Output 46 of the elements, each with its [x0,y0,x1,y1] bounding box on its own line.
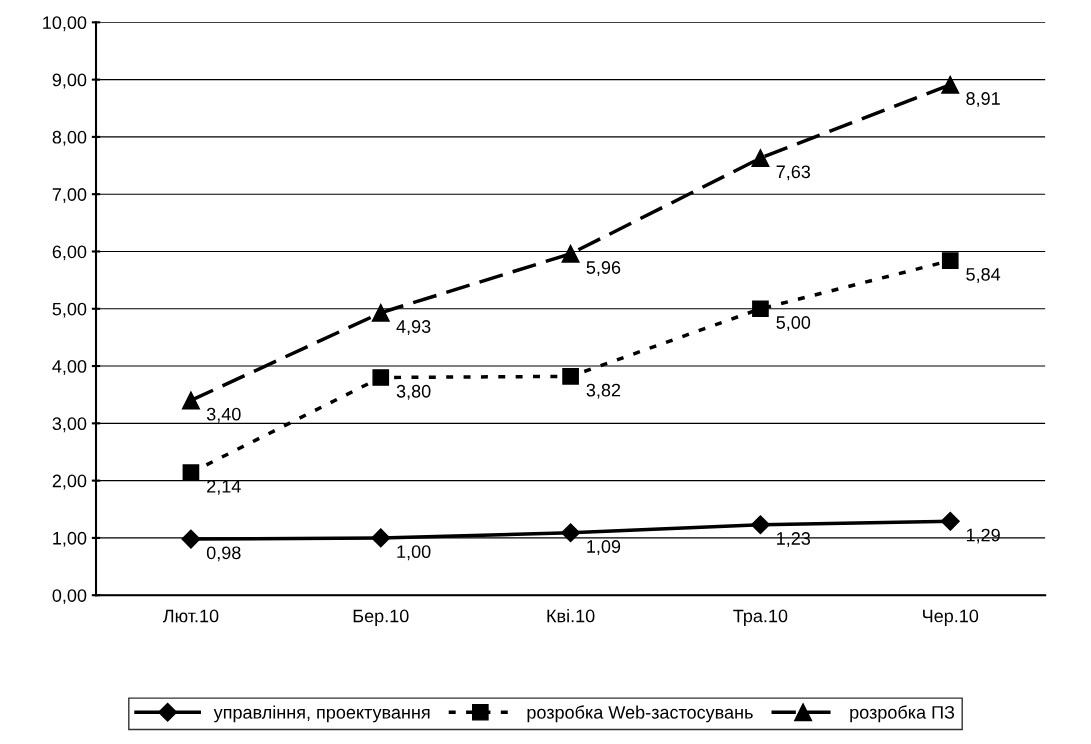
point [751,149,770,168]
y-tick-label: 8,00 [52,130,87,146]
point [181,391,200,410]
y-tick-label: 10,00 [43,16,87,32]
y-tick-label: 7,00 [52,188,87,204]
point [182,464,200,481]
y-tick-label: 3,00 [52,417,87,433]
y-tick-label: 9,00 [52,73,87,89]
point [562,368,579,385]
legend-label: розробка ПЗ [850,705,955,723]
x-tick-label: Бер.10 [353,609,409,626]
y-tick-label: 5,00 [52,302,87,318]
data-label: 0,98 [206,546,241,562]
data-label: 4,93 [396,320,431,336]
point [940,511,960,531]
data-label: 8,91 [966,92,1000,108]
point [371,528,391,548]
y-tick-label: 2,00 [52,474,87,490]
x-tick-label: Чер.10 [923,609,979,626]
point [181,529,201,549]
data-label: 5,00 [776,316,811,332]
x-tick-label: Кві.10 [547,609,595,623]
data-label: 5,96 [586,261,621,277]
x-tick-label: Тра.10 [733,609,788,626]
data-label: 7,63 [776,165,811,181]
y-tick-label: 6,00 [52,245,87,261]
point [372,369,390,386]
y-tick-label: 0,00 [52,589,87,605]
legend-label: розробка Web-застосувань [527,705,753,723]
point [752,300,769,318]
point [941,252,959,269]
point [750,515,770,535]
point [941,75,960,94]
point [561,523,581,543]
x-tick-label: Лют.10 [162,609,219,623]
data-label: 3,40 [206,407,241,423]
point [371,303,390,322]
y-tick-label: 4,00 [52,359,87,375]
y-tick-label: 1,00 [53,531,87,547]
data-label: 1,00 [397,545,431,561]
data-label: 3,80 [396,384,431,400]
data-label: 3,82 [586,383,621,399]
legend-label: управління, проектування [213,705,430,723]
data-label: 5,84 [966,267,1001,283]
point [561,244,580,263]
data-label: 1,09 [587,540,621,556]
